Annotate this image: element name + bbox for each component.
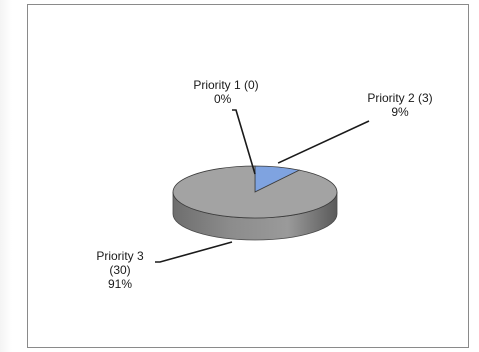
leader-line-priority-3 — [155, 241, 233, 263]
data-label-priority-1-name: Priority 1 (0) — [193, 78, 259, 92]
data-label-priority-1-percent: 0% — [214, 92, 232, 106]
pie-slice-priority-3 — [172, 165, 338, 219]
data-label-priority-3: Priority 3 (30) 91% — [85, 249, 155, 291]
leader-line-priority-1 — [232, 109, 256, 175]
data-label-priority-1: Priority 1 (0) 0% — [176, 78, 276, 106]
data-label-priority-2-name: Priority 2 (3) — [367, 91, 433, 105]
data-label-priority-3-name: Priority 3 — [96, 249, 144, 263]
leader-line-priority-2 — [277, 120, 370, 164]
data-label-priority-3-count: (30) — [109, 263, 131, 277]
window-left-edge — [0, 0, 12, 352]
data-label-priority-2-percent: 9% — [391, 105, 409, 119]
data-label-priority-3-percent: 91% — [107, 277, 133, 291]
data-label-priority-2: Priority 2 (3) 9% — [345, 91, 455, 119]
